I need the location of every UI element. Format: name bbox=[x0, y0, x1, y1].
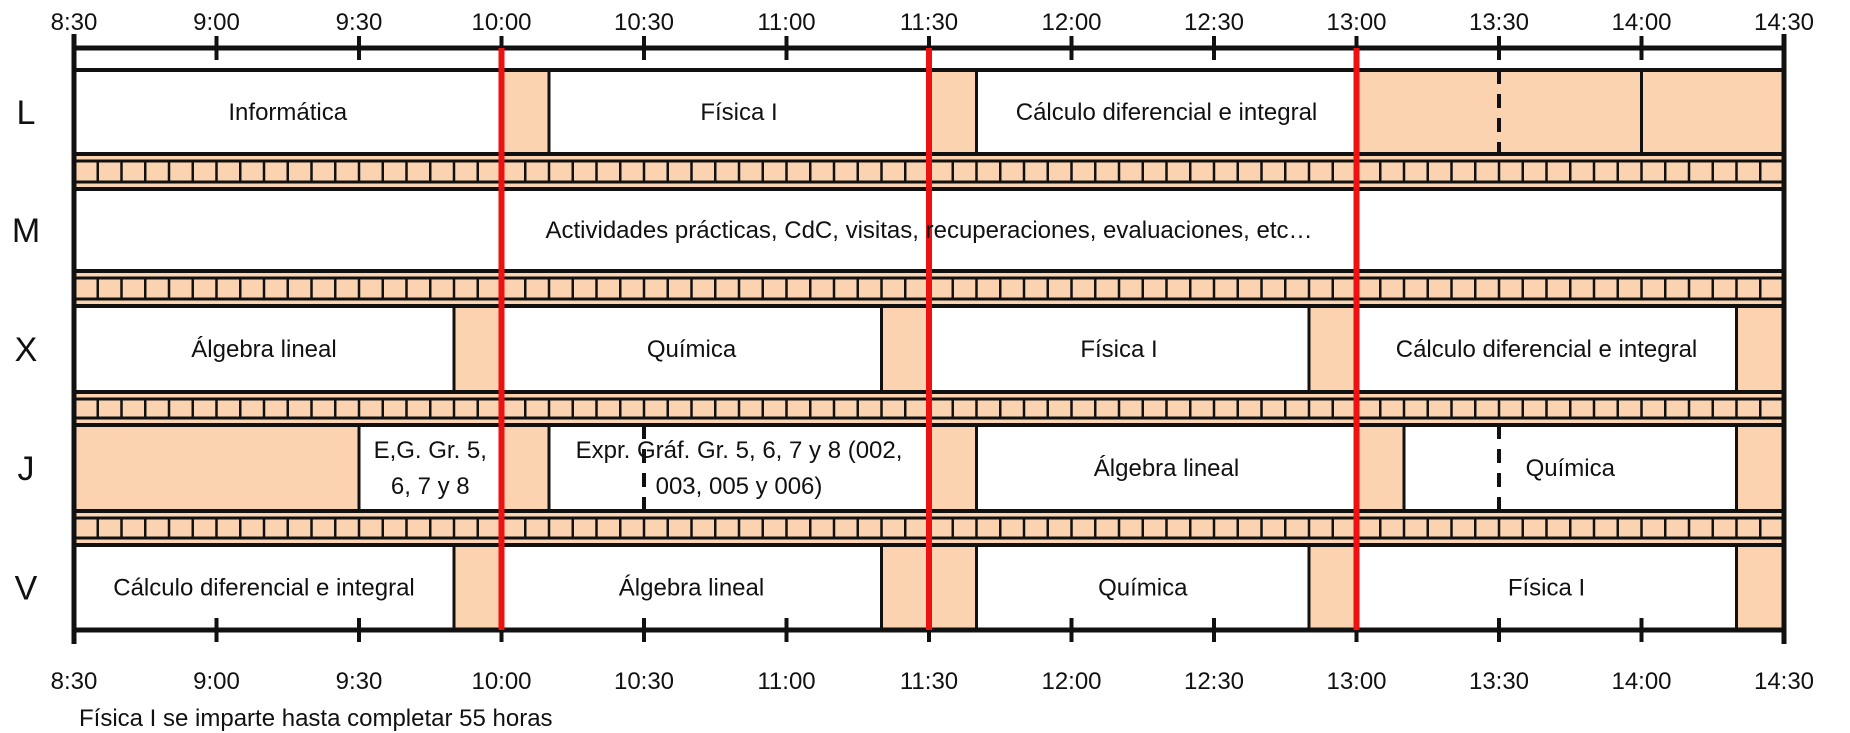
break-block-j-4 bbox=[927, 423, 978, 513]
break-block-x-5 bbox=[1307, 304, 1358, 394]
class-label: Química bbox=[1526, 455, 1616, 482]
axis-tick-label-bottom: 13:30 bbox=[1469, 668, 1529, 695]
class-label: 003, 005 y 006) bbox=[656, 473, 823, 500]
class-block-l-0 bbox=[72, 68, 503, 156]
class-label: Álgebra lineal bbox=[191, 336, 336, 363]
break-block-v-5 bbox=[1307, 543, 1358, 632]
class-block-j-3 bbox=[547, 423, 931, 513]
axis-tick-label-top: 8:30 bbox=[51, 9, 98, 36]
class-block-j-7 bbox=[1402, 423, 1738, 513]
break-block-l-6 bbox=[1640, 68, 1786, 156]
break-block-v-7 bbox=[1735, 543, 1786, 632]
axis-tick-label-bottom: 12:30 bbox=[1184, 668, 1244, 695]
axis-tick-label-top: 12:30 bbox=[1184, 9, 1244, 36]
day-label-x: X bbox=[15, 331, 38, 369]
axis-tick-label-top: 13:00 bbox=[1326, 9, 1386, 36]
axis-tick-label-top: 10:00 bbox=[471, 9, 531, 36]
class-label: Cálculo diferencial e integral bbox=[113, 575, 415, 602]
axis-tick-label-bottom: 13:00 bbox=[1326, 668, 1386, 695]
axis-tick-label-bottom: 12:00 bbox=[1041, 668, 1101, 695]
axis-tick-label-top: 9:30 bbox=[336, 9, 383, 36]
break-block-j-8 bbox=[1735, 423, 1786, 513]
axis-tick-label-top: 11:00 bbox=[757, 9, 815, 36]
axis-tick-label-bottom: 11:00 bbox=[757, 668, 815, 695]
break-block-x-1 bbox=[452, 304, 503, 394]
break-block-j-0 bbox=[72, 423, 361, 513]
axis-tick-label-bottom: 10:30 bbox=[614, 668, 674, 695]
axis-tick-label-top: 9:00 bbox=[193, 9, 240, 36]
axis-tick-label-bottom: 14:30 bbox=[1754, 668, 1814, 695]
day-label-l: L bbox=[17, 94, 36, 132]
red-markers bbox=[498, 48, 1360, 630]
class-label: Química bbox=[647, 336, 737, 363]
break-block-l-1 bbox=[500, 68, 551, 156]
class-block-v-4 bbox=[975, 543, 1311, 632]
axis-tick-label-bottom: 10:00 bbox=[471, 668, 531, 695]
break-block-j-2 bbox=[500, 423, 551, 513]
axis-tick-label-top: 10:30 bbox=[614, 9, 674, 36]
axis-tick-label-bottom: 9:00 bbox=[193, 668, 240, 695]
axis-tick-label-bottom: 11:30 bbox=[900, 668, 958, 695]
day-label-j: J bbox=[18, 450, 35, 488]
class-label: Física I bbox=[1080, 336, 1157, 363]
footnote: Física I se imparte hasta completar 55 h… bbox=[79, 705, 553, 732]
axis-tick-label-bottom: 9:30 bbox=[336, 668, 383, 695]
class-label: Cálculo diferencial e integral bbox=[1396, 336, 1698, 363]
day-label-v: V bbox=[15, 570, 38, 608]
labels: Informática Física I Cálculo diferencial e… bbox=[12, 9, 1814, 695]
axis-tick-label-top: 14:30 bbox=[1754, 9, 1814, 36]
break-block-x-3 bbox=[880, 304, 931, 394]
class-label: Álgebra lineal bbox=[619, 575, 764, 602]
class-label: Química bbox=[1098, 575, 1188, 602]
axis-tick-label-bottom: 8:30 bbox=[51, 668, 98, 695]
class-label: Actividades prácticas, CdC, visitas, rec… bbox=[545, 217, 1312, 244]
axis-tick-label-top: 12:00 bbox=[1041, 9, 1101, 36]
axis-tick-label-top: 14:00 bbox=[1611, 9, 1671, 36]
class-label: E,G. Gr. 5, bbox=[374, 437, 487, 464]
class-block-v-2 bbox=[500, 543, 883, 632]
class-label: Álgebra lineal bbox=[1094, 455, 1239, 482]
class-label: Física I bbox=[700, 99, 777, 126]
class-label: Cálculo diferencial e integral bbox=[1016, 99, 1318, 126]
axis-tick-label-top: 13:30 bbox=[1469, 9, 1529, 36]
class-label: 6, 7 y 8 bbox=[391, 473, 470, 500]
axis-tick-label-bottom: 14:00 bbox=[1611, 668, 1671, 695]
axis-tick-label-top: 11:30 bbox=[900, 9, 958, 36]
class-label: Informática bbox=[228, 99, 347, 126]
class-label: Física I bbox=[1508, 575, 1585, 602]
class-block-j-1 bbox=[357, 423, 503, 513]
break-block-j-6 bbox=[1355, 423, 1406, 513]
break-block-x-7 bbox=[1735, 304, 1786, 394]
break-block-v-1 bbox=[452, 543, 503, 632]
day-label-m: M bbox=[12, 212, 40, 250]
break-block-l-3 bbox=[927, 68, 978, 156]
class-label: Expr. Gráf. Gr. 5, 6, 7 y 8 (002, bbox=[576, 437, 903, 464]
